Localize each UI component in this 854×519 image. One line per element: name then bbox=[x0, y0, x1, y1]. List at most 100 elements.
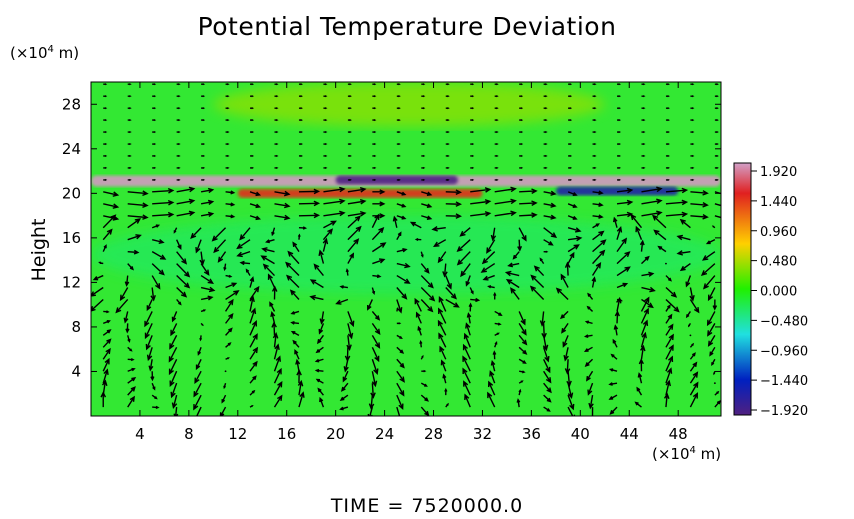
wind-arrow bbox=[274, 202, 291, 209]
wind-arrow bbox=[414, 238, 422, 241]
wind-arrow bbox=[591, 262, 602, 276]
wind-arrow bbox=[640, 331, 647, 348]
wind-arrow bbox=[371, 347, 380, 363]
wind-arrow bbox=[567, 215, 578, 220]
wind-arrow bbox=[298, 226, 308, 230]
wind-arrow bbox=[224, 370, 227, 373]
wind-arrow bbox=[465, 322, 471, 336]
wind-arrow bbox=[591, 276, 597, 288]
wind-arrow bbox=[421, 178, 426, 181]
wind-arrow bbox=[127, 154, 132, 158]
wind-arrow bbox=[568, 166, 573, 169]
wind-arrow bbox=[201, 107, 206, 110]
wind-arrow bbox=[346, 335, 352, 351]
wind-arrow bbox=[519, 166, 524, 169]
wind-arrow bbox=[616, 237, 628, 253]
wind-arrow bbox=[225, 290, 240, 301]
wind-arrow bbox=[519, 370, 526, 374]
wind-arrow bbox=[542, 358, 551, 374]
wind-arrow bbox=[665, 187, 689, 194]
wind-arrow bbox=[225, 131, 230, 134]
wind-arrow bbox=[679, 218, 691, 229]
wind-arrow bbox=[318, 323, 325, 335]
wind-arrow bbox=[274, 107, 279, 110]
wind-arrow bbox=[236, 239, 251, 250]
wind-arrow bbox=[707, 334, 716, 347]
wind-arrow bbox=[421, 95, 426, 98]
wind-arrow bbox=[489, 370, 496, 384]
wind-arrow bbox=[665, 313, 673, 324]
wind-arrow bbox=[169, 370, 178, 387]
wind-arrow bbox=[225, 202, 236, 207]
wind-arrow bbox=[225, 107, 230, 110]
wind-arrow bbox=[168, 358, 178, 376]
wind-arrow bbox=[127, 335, 131, 343]
wind-arrow bbox=[298, 107, 303, 110]
wind-arrow bbox=[176, 287, 188, 298]
wind-arrow bbox=[518, 227, 527, 242]
wind-arrow bbox=[665, 275, 672, 282]
wind-arrow bbox=[679, 263, 691, 272]
wind-arrow bbox=[250, 166, 255, 169]
wind-arrow bbox=[146, 299, 153, 312]
wind-arrow bbox=[152, 83, 157, 86]
wind-arrow bbox=[445, 275, 452, 290]
wind-arrow bbox=[309, 294, 324, 301]
wind-arrow bbox=[127, 395, 135, 408]
wind-arrow bbox=[127, 178, 132, 181]
wind-arrow bbox=[665, 95, 670, 98]
wind-arrow bbox=[470, 187, 492, 193]
wind-arrow bbox=[127, 131, 132, 134]
wind-arrow bbox=[665, 286, 678, 298]
field-feature bbox=[213, 82, 605, 127]
wind-arrow bbox=[562, 335, 569, 348]
wind-arrow bbox=[225, 342, 232, 348]
wind-arrow bbox=[617, 119, 622, 122]
wind-arrow bbox=[542, 347, 550, 363]
wind-arrow bbox=[323, 186, 346, 193]
wind-arrow bbox=[543, 190, 557, 196]
wind-arrow bbox=[616, 226, 623, 240]
wind-arrow bbox=[714, 119, 719, 122]
wind-arrow bbox=[372, 142, 377, 146]
wind-arrow bbox=[583, 346, 593, 353]
wind-arrow bbox=[612, 338, 618, 348]
wind-arrow bbox=[711, 225, 716, 229]
wind-arrow bbox=[442, 373, 447, 384]
wind-arrow bbox=[567, 227, 582, 233]
wind-arrow bbox=[490, 227, 497, 242]
wind-arrow bbox=[103, 178, 108, 181]
wind-arrow bbox=[370, 383, 376, 399]
wind-arrow bbox=[592, 119, 597, 122]
wind-arrow bbox=[587, 382, 594, 396]
wind-arrow bbox=[690, 154, 695, 158]
wind-arrow bbox=[639, 239, 645, 252]
wind-arrow bbox=[339, 285, 348, 289]
wind-arrow bbox=[151, 394, 158, 400]
wind-arrow bbox=[512, 251, 520, 260]
wind-arrow bbox=[323, 166, 328, 169]
wind-arrow bbox=[119, 287, 129, 302]
wind-arrow bbox=[193, 394, 202, 411]
wind-arrow bbox=[437, 251, 447, 264]
wind-arrow bbox=[396, 262, 411, 269]
wind-arrow bbox=[640, 319, 649, 336]
wind-arrow bbox=[490, 359, 496, 372]
wind-arrow bbox=[152, 199, 175, 206]
colorbar-tick-label: 0.480 bbox=[760, 255, 797, 270]
wind-arrow bbox=[396, 382, 405, 397]
wind-arrow bbox=[617, 166, 622, 169]
wind-arrow bbox=[543, 142, 548, 146]
wind-arrow bbox=[637, 372, 643, 384]
wind-arrow bbox=[431, 226, 446, 232]
wind-arrow bbox=[101, 379, 108, 396]
wind-arrow bbox=[592, 107, 597, 110]
wind-arrow bbox=[494, 198, 517, 205]
wind-arrow bbox=[103, 142, 108, 146]
wind-arrow bbox=[415, 311, 422, 324]
x-tick-label: 12 bbox=[228, 425, 247, 443]
wind-arrow bbox=[396, 131, 401, 134]
wind-arrow bbox=[102, 329, 112, 336]
wind-arrow bbox=[592, 214, 604, 219]
wind-arrow bbox=[651, 214, 667, 229]
